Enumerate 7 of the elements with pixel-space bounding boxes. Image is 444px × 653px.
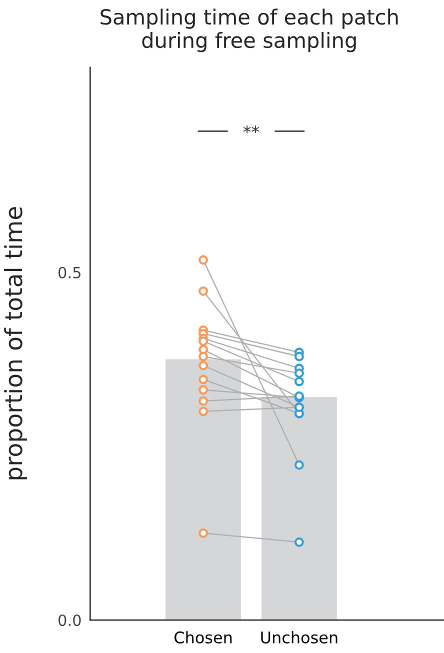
y-axis-title: proportion of total time <box>4 207 27 480</box>
y-tick-label: 0.0 <box>58 614 81 626</box>
annotation: ** <box>243 126 260 134</box>
x-tick-label: Chosen <box>174 631 232 644</box>
chart-title: Sampling time of each patch during free sampling <box>100 8 398 52</box>
y-tick-label: 0.5 <box>58 266 80 278</box>
x-tick-label: Unchosen <box>261 631 338 644</box>
